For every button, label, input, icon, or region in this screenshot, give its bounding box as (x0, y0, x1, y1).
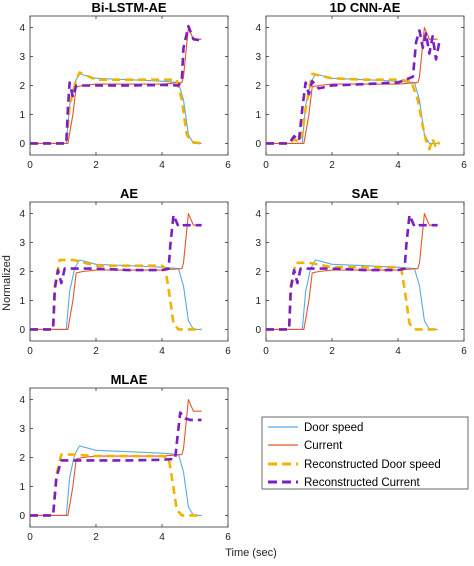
y-tick-label-1d-cnn-ae: 3 (255, 52, 261, 63)
axes-box-ae (29, 201, 229, 342)
y-tick-label-bi-lstm-ae: 0 (19, 139, 25, 150)
subplot-title-sae: SAE (352, 186, 379, 201)
y-tick-label-bi-lstm-ae: 4 (19, 23, 25, 34)
x-tick-label-ae: 2 (93, 346, 99, 357)
subplot-title-ae: AE (120, 186, 138, 201)
x-tick-label-1d-cnn-ae: 4 (395, 160, 401, 171)
series-line-door-speed-mlae (30, 445, 202, 516)
x-tick-label-sae: 4 (395, 346, 401, 357)
x-tick-label-sae: 2 (329, 346, 335, 357)
series-line-reconstructed-current-bi-lstm-ae (30, 24, 202, 145)
y-tick-label-sae: 1 (255, 296, 261, 307)
y-tick-label-1d-cnn-ae: 0 (255, 139, 261, 150)
series-line-current-1d-cnn-ae (266, 27, 438, 144)
y-tick-label-mlae: 2 (19, 453, 25, 464)
x-tick-label-ae: 6 (225, 346, 231, 357)
legend-label-reconstructed-current: Reconstructed Current (304, 477, 420, 489)
series-group-bi-lstm-ae (30, 24, 202, 145)
y-tick-label-1d-cnn-ae: 2 (255, 81, 261, 92)
y-tick-label-bi-lstm-ae: 2 (19, 81, 25, 92)
y-tick-label-sae: 3 (255, 238, 261, 249)
legend-entry-reconstructed-door-speed: Reconstructed Door speed (268, 459, 441, 471)
series-group-mlae (30, 399, 202, 517)
series-line-door-speed-sae (266, 259, 438, 330)
subplot-title-bi-lstm-ae: Bi-LSTM-AE (91, 0, 166, 15)
series-line-current-mlae (30, 399, 202, 516)
series-group-1d-cnn-ae (266, 27, 441, 151)
x-tick-label-mlae: 2 (93, 532, 99, 543)
y-tick-label-ae: 2 (19, 267, 25, 278)
legend-label-door-speed: Door speed (304, 422, 363, 434)
x-tick-label-1d-cnn-ae: 6 (461, 160, 467, 171)
axes-box-1d-cnn-ae (265, 15, 465, 156)
y-tick-label-mlae: 0 (19, 511, 25, 522)
subplot-ae: AE 0 2 4 6 0 1 2 3 4 (19, 186, 231, 357)
y-tick-label-bi-lstm-ae: 1 (19, 110, 25, 121)
y-tick-label-ae: 3 (19, 238, 25, 249)
x-tick-label-ae: 0 (27, 346, 33, 357)
legend-entry-current: Current (268, 440, 343, 452)
y-tick-label-sae: 0 (255, 325, 261, 336)
legend: Door speed Current Reconstructed Door sp… (261, 416, 469, 490)
series-group-sae (266, 213, 438, 331)
series-line-reconstructed-door-speed-bi-lstm-ae (30, 71, 202, 145)
subplot-1d-cnn-ae: 1D CNN-AE 0 2 4 6 0 1 2 3 4 (255, 0, 467, 171)
x-tick-label-sae: 0 (263, 346, 269, 357)
subplot-mlae: MLAE 0 2 4 6 0 1 2 3 4 (19, 372, 231, 543)
x-axis-label: Time (sec) (225, 547, 277, 559)
subplot-bi-lstm-ae: Bi-LSTM-AE 0 2 4 6 0 1 2 3 4 (19, 0, 231, 171)
y-tick-label-ae: 1 (19, 296, 25, 307)
y-tick-label-mlae: 1 (19, 482, 25, 493)
x-tick-label-bi-lstm-ae: 4 (159, 160, 165, 171)
x-tick-label-bi-lstm-ae: 2 (93, 160, 99, 171)
y-tick-label-mlae: 4 (19, 395, 25, 406)
x-tick-label-bi-lstm-ae: 0 (27, 160, 33, 171)
y-tick-label-mlae: 3 (19, 424, 25, 435)
legend-box (261, 416, 469, 490)
x-tick-label-sae: 6 (461, 346, 467, 357)
legend-entry-door-speed: Door speed (268, 422, 363, 434)
legend-entry-reconstructed-current: Reconstructed Current (268, 477, 420, 489)
y-tick-label-ae: 0 (19, 325, 25, 336)
y-tick-label-bi-lstm-ae: 3 (19, 52, 25, 63)
series-line-reconstructed-current-sae (266, 213, 438, 331)
x-tick-label-ae: 4 (159, 346, 165, 357)
y-tick-label-1d-cnn-ae: 1 (255, 110, 261, 121)
x-tick-label-bi-lstm-ae: 6 (225, 160, 231, 171)
subplot-title-1d-cnn-ae: 1D CNN-AE (330, 0, 401, 15)
x-tick-label-1d-cnn-ae: 2 (329, 160, 335, 171)
x-tick-label-mlae: 6 (225, 532, 231, 543)
series-line-reconstructed-door-speed-1d-cnn-ae (266, 72, 441, 151)
x-tick-label-mlae: 0 (27, 532, 33, 543)
legend-label-current: Current (304, 440, 343, 452)
y-tick-label-sae: 4 (255, 209, 261, 220)
x-tick-label-1d-cnn-ae: 0 (263, 160, 269, 171)
subplot-title-mlae: MLAE (111, 372, 148, 387)
legend-label-reconstructed-door-speed: Reconstructed Door speed (304, 459, 441, 471)
y-tick-label-1d-cnn-ae: 4 (255, 23, 261, 34)
series-line-reconstructed-current-ae (30, 213, 202, 331)
subplot-grid: Bi-LSTM-AE 0 2 4 6 0 1 2 3 4 1D CNN-AE 0 2 4 6 0 1 2 3 4 AE 0… (19, 0, 467, 543)
subplot-sae: SAE 0 2 4 6 0 1 2 3 4 (255, 186, 467, 357)
y-tick-label-sae: 2 (255, 267, 261, 278)
series-line-reconstructed-current-mlae (30, 411, 202, 517)
y-tick-label-ae: 4 (19, 209, 25, 220)
x-tick-label-mlae: 4 (159, 532, 165, 543)
y-axis-label: Normalized (1, 255, 13, 311)
series-group-ae (30, 213, 202, 331)
